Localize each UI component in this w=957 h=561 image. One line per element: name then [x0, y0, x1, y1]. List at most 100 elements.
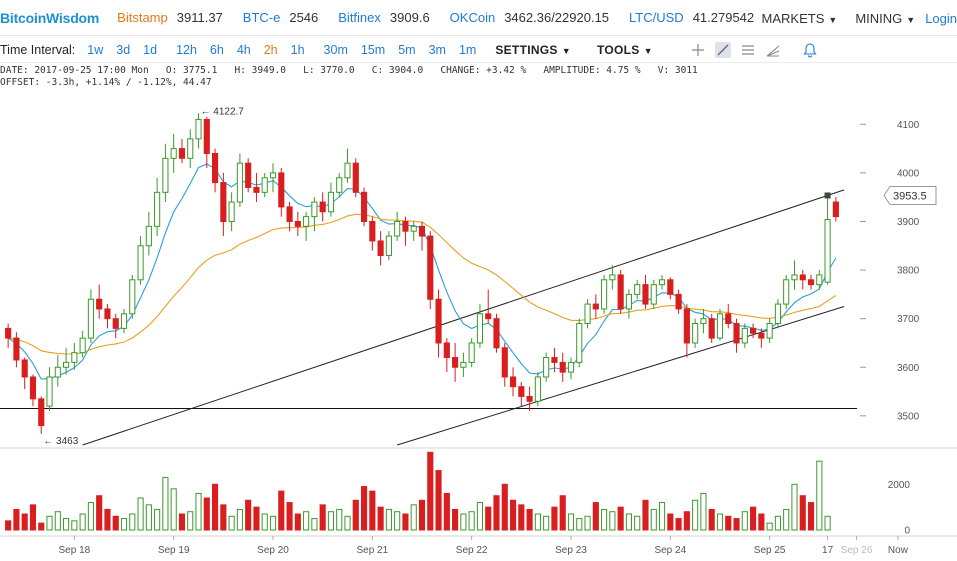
horizontal-lines-icon[interactable]: [740, 42, 756, 58]
candle-down: [96, 298, 103, 310]
interval-6h[interactable]: 6h: [209, 42, 224, 57]
interval-12h[interactable]: 12h: [176, 42, 197, 57]
low-annotation: ← 3463: [43, 436, 78, 447]
interval-4h[interactable]: 4h: [236, 42, 251, 57]
candle-down: [21, 359, 28, 378]
line-draw-icon[interactable]: [715, 42, 731, 58]
volume-bar: [129, 513, 136, 531]
settings-label[interactable]: SETTINGS: [495, 42, 558, 57]
ticker-exchange[interactable]: OKCoin: [449, 10, 496, 25]
candle-up: [584, 303, 591, 325]
site-logo[interactable]: BitcoinWisdom: [0, 9, 100, 26]
candle-up: [261, 177, 268, 193]
volume-bar: [29, 504, 37, 531]
ticker-bitstamp[interactable]: Bitstamp 3911.37: [117, 10, 223, 25]
candle-up: [634, 284, 641, 295]
interval-1h[interactable]: 1h: [290, 42, 305, 57]
crosshair-icon[interactable]: [690, 42, 706, 58]
candle-up: [195, 118, 202, 140]
volume-bar: [311, 518, 318, 531]
volume-bar: [294, 513, 301, 531]
mining-label[interactable]: MINING: [855, 10, 903, 26]
volume-bar: [783, 508, 790, 531]
settings-dropdown[interactable]: SETTINGS ▼: [495, 43, 571, 57]
candle-down: [617, 274, 624, 310]
candle-down: [29, 376, 37, 400]
volume-bar: [807, 502, 815, 531]
candle-down: [38, 398, 45, 427]
candle-up: [145, 225, 152, 247]
candle-down: [758, 332, 765, 339]
candle-up: [766, 323, 773, 339]
volume-bar: [410, 504, 417, 531]
tools-dropdown[interactable]: TOOLS ▼: [597, 43, 653, 57]
candle-up: [236, 162, 243, 203]
chart-toolbar: Time Interval: 1w 3d 1d 12h 6h 4h 2h 1h …: [0, 37, 957, 63]
candle-down: [733, 323, 740, 344]
markets-menu[interactable]: MARKETS ▼: [762, 11, 838, 26]
top-menu: MARKETS ▼ MINING ▼ Login: [744, 0, 957, 36]
ohlc-line: DATE: 2017-09-25 17:00 Mon O: 3775.1 H: …: [0, 65, 698, 76]
interval-2h[interactable]: 2h: [263, 42, 278, 57]
markets-label[interactable]: MARKETS: [761, 10, 825, 26]
interval-15m[interactable]: 15m: [360, 42, 386, 57]
volume-bar: [104, 508, 111, 531]
interval-1d[interactable]: 1d: [143, 42, 158, 57]
interval-5m[interactable]: 5m: [398, 42, 416, 57]
interval-30m[interactable]: 30m: [323, 42, 348, 57]
candle-down: [501, 347, 508, 378]
time-tick-label: Sep 22: [456, 545, 488, 556]
candle-up: [460, 361, 467, 368]
volume-bar: [625, 513, 632, 531]
volume-bar: [609, 511, 616, 531]
mining-menu[interactable]: MINING ▼: [855, 11, 915, 26]
volume-bar: [220, 504, 227, 531]
candle-down: [526, 395, 533, 402]
candle-down: [485, 313, 492, 320]
interval-1m[interactable]: 1m: [458, 42, 477, 57]
ticker-exchange[interactable]: BTC-e: [242, 10, 281, 25]
volume-bar: [228, 515, 235, 531]
volume-bar: [286, 502, 293, 531]
interval-3d[interactable]: 3d: [116, 42, 131, 57]
volume-bar: [162, 476, 169, 531]
volume-bar: [5, 520, 12, 531]
candle-up: [162, 157, 169, 193]
candle-up: [468, 342, 475, 363]
tools-label[interactable]: TOOLS: [596, 42, 640, 57]
ticker-btce[interactable]: BTC-e 2546: [243, 10, 318, 25]
volume-bar: [725, 515, 732, 531]
candle-down: [708, 318, 715, 339]
price-tick-label: 3700: [897, 314, 920, 325]
price-chart[interactable]: 3500 3600 3700 3800 3900 4000 4100 0 2000 ← 4122.…: [0, 90, 957, 561]
ticker-ltcusd[interactable]: LTC/USD 41.279542: [629, 10, 754, 25]
volume-bar: [352, 499, 359, 531]
chevron-down-icon: ▼: [906, 14, 916, 25]
alert-bell-icon[interactable]: [802, 42, 818, 58]
candle-up: [187, 138, 194, 159]
candle-down: [667, 279, 674, 295]
ticker-bitfinex[interactable]: Bitfinex 3909.6: [338, 10, 429, 25]
ticker-exchange[interactable]: Bitstamp: [117, 10, 168, 25]
interval-label: Time Interval:: [0, 42, 76, 57]
volume-bar: [733, 518, 740, 531]
volume-bar: [303, 511, 310, 531]
login-link[interactable]: Login: [925, 10, 957, 26]
fan-lines-icon[interactable]: [765, 42, 781, 58]
volume-bar: [63, 518, 70, 531]
volume-bar: [692, 499, 699, 531]
ticker-exchange[interactable]: Bitfinex: [338, 10, 381, 25]
candle-down: [493, 318, 500, 349]
candle-up: [741, 327, 748, 344]
candle-up: [576, 323, 583, 363]
ticker-exchange[interactable]: LTC/USD: [629, 10, 684, 25]
volume-bar: [418, 499, 426, 531]
interval-3m[interactable]: 3m: [428, 42, 446, 57]
ticker-okcoin[interactable]: OKCoin 3462.36/22920.15: [450, 10, 609, 25]
interval-1w[interactable]: 1w: [87, 42, 104, 57]
volume-bar: [576, 518, 583, 531]
candle-down: [832, 201, 839, 218]
ohlc-info: DATE: 2017-09-25 17:00 Mon O: 3775.1 H: …: [0, 65, 698, 89]
candle-up: [783, 279, 790, 305]
candle-down: [559, 361, 566, 373]
